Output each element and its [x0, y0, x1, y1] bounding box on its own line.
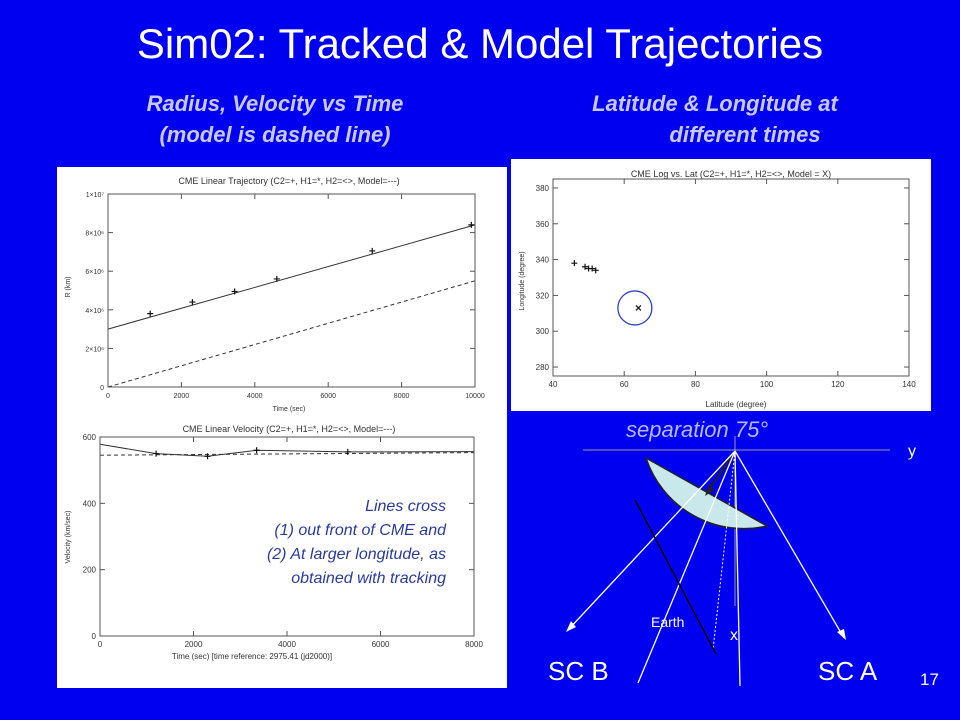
trajectory-y-tick-label: 6×10⁶: [85, 269, 104, 276]
velocity-y-tick-label: 200: [83, 566, 97, 575]
trajectory-y-tick-label: 8×10⁶: [85, 231, 104, 238]
trajectory-x-tick-label: 8000: [394, 393, 410, 400]
latlon-y-tick-label: 280: [536, 363, 550, 372]
line-to-sc-a: [734, 450, 845, 639]
axis-x-label: x: [730, 627, 738, 644]
latlon-data-point: [589, 265, 596, 272]
annotation-line-1: Lines cross: [365, 498, 446, 515]
separation-label: separation 75°: [626, 417, 769, 442]
subtitle-left-line2: (model is dashed line): [159, 122, 391, 147]
velocity-x-tick-label: 8000: [465, 640, 483, 649]
trajectory-y-tick-label: 1×10⁷: [86, 192, 105, 199]
latlon-x-tick-label: 120: [831, 380, 845, 389]
latlon-y-tick-label: 360: [536, 220, 550, 229]
latlon-x-tick-label: 80: [691, 380, 700, 389]
cme-front-line: [634, 499, 717, 655]
trajectory-y-tick-label: 2×10⁶: [85, 346, 104, 353]
trajectory-plot-frame: [107, 193, 476, 388]
left-charts-svg: CME Linear Trajectory (C2=+, H1=*, H2=<>…: [65, 176, 485, 661]
trajectory-xlabel: Time (sec): [273, 406, 306, 413]
velocity-y-tick-label: 400: [83, 499, 97, 508]
sc-b-label: SC B: [548, 656, 609, 686]
latlon-model-point: [635, 305, 642, 311]
cme-arrowhead: [705, 484, 714, 496]
trajectory-series-solid-line: [107, 224, 476, 330]
velocity-x-tick-label: 0: [98, 640, 103, 649]
latlon-x-tick-label: 40: [549, 380, 558, 389]
trajectory-x-tick-label: 4000: [247, 393, 263, 400]
separation-diagram: y x Earth: [566, 436, 916, 687]
trajectory-data-point: [147, 310, 154, 317]
latlon-y-tick-label: 380: [536, 184, 550, 193]
line-to-sc-b: [567, 450, 736, 631]
velocity-data-point: [253, 447, 260, 454]
latlon-data-point: [571, 260, 578, 267]
velocity-series-solid-line: [99, 443, 475, 457]
latlon-plot-frame: [552, 178, 910, 377]
subtitle-right: Latitude & Longitude at different times: [540, 88, 890, 150]
trajectory-data-point: [369, 247, 376, 254]
trajectory-y-tick-label: 4×10⁶: [85, 308, 104, 315]
earth-label: Earth: [651, 614, 684, 630]
latlon-y-tick-label: 300: [536, 327, 550, 336]
velocity-title: CME Linear Velocity (C2=+, H1=*, H2=<>, …: [183, 424, 396, 434]
velocity-x-tick-label: 6000: [372, 640, 390, 649]
velocity-data-point: [153, 450, 160, 457]
line-down-right: [734, 450, 741, 687]
latlon-data-point: [592, 267, 599, 274]
velocity-x-tick-label: 4000: [278, 640, 296, 649]
velocity-plot-frame: [99, 436, 475, 637]
trajectory-data-point: [468, 221, 475, 228]
trajectory-x-tick-label: 0: [106, 393, 110, 400]
trajectory-x-tick-label: 10000: [465, 393, 485, 400]
latlon-model-circle: [617, 290, 653, 326]
trajectory-ylabel: R (km): [65, 277, 72, 298]
subtitle-right-line1: Latitude & Longitude at: [592, 91, 838, 116]
line-to-earth: [637, 450, 736, 684]
velocity-series-dashed-line: [99, 452, 475, 456]
latlon-title: CME Log vs. Lat (C2=+, H1=*, H2=<>, Mode…: [631, 169, 831, 179]
trajectory-data-point: [231, 288, 238, 295]
annotation-line-2: (1) out front of CME and: [274, 522, 447, 539]
arrowhead-sc-a: [837, 629, 846, 640]
subtitle-right-line2: different times: [669, 122, 821, 147]
latlon-xlabel: Latitude (degree): [706, 400, 767, 409]
trajectory-data-point: [273, 275, 280, 282]
subtitle-left: Radius, Velocity vs Time (model is dashe…: [95, 88, 455, 150]
velocity-y-tick-label: 0: [92, 632, 97, 641]
trajectory-x-tick-label: 6000: [320, 393, 336, 400]
annotation-line-3: (2) At larger longitude, as: [267, 546, 446, 563]
velocity-annotation: Lines cross (1) out front of CME and (2)…: [267, 498, 447, 587]
slide-title: Sim02: Tracked & Model Trajectories: [136, 20, 824, 67]
velocity-y-tick-label: 600: [83, 433, 97, 442]
trajectory-y-tick-label: 0: [100, 385, 104, 392]
trajectory-title: CME Linear Trajectory (C2=+, H1=*, H2=<>…: [178, 176, 399, 186]
velocity-data-point: [344, 448, 351, 455]
axis-y-label: y: [908, 443, 916, 460]
annotation-line-4: obtained with tracking: [291, 570, 446, 587]
cme-arrow: [706, 451, 736, 493]
earth-sightline: [712, 450, 736, 651]
left-chart-panel: CME Linear Trajectory (C2=+, H1=*, H2=<>…: [57, 167, 507, 688]
velocity-xlabel: Time (sec) [time reference: 2975.41 (jd2…: [172, 652, 332, 661]
velocity-x-tick-label: 2000: [185, 640, 203, 649]
page-number: 17: [920, 670, 939, 689]
latlon-data-point: [582, 263, 589, 270]
right-chart-panel: CME Log vs. Lat (C2=+, H1=*, H2=<>, Mode…: [511, 159, 931, 411]
trajectory-x-tick-label: 2000: [174, 393, 190, 400]
latlon-x-tick-label: 100: [760, 380, 774, 389]
trajectory-series-dashed-line: [107, 280, 476, 388]
trajectory-data-point: [189, 299, 196, 306]
latlon-y-tick-label: 320: [536, 291, 550, 300]
subtitle-left-line1: Radius, Velocity vs Time: [146, 91, 404, 116]
velocity-ylabel: Velocity (km/sec): [65, 511, 72, 564]
latlon-ylabel: Longitude (degree): [519, 251, 526, 310]
latlon-chart-svg: CME Log vs. Lat (C2=+, H1=*, H2=<>, Mode…: [519, 169, 916, 409]
arrowhead-sc-b: [566, 621, 576, 632]
sc-a-label: SC A: [818, 656, 878, 686]
latlon-x-tick-label: 60: [620, 380, 629, 389]
velocity-data-point: [204, 453, 211, 460]
latlon-x-tick-label: 140: [902, 380, 916, 389]
latlon-y-tick-label: 340: [536, 256, 550, 265]
